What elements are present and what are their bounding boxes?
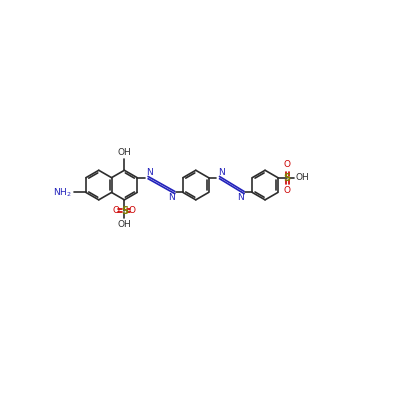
Text: O: O — [129, 206, 136, 216]
Text: N: N — [168, 193, 175, 202]
Text: OH: OH — [118, 148, 131, 157]
Text: N: N — [218, 168, 224, 177]
Text: N: N — [146, 168, 153, 177]
Text: S: S — [284, 173, 291, 183]
Text: S: S — [121, 206, 128, 216]
Text: OH: OH — [295, 173, 309, 182]
Text: O: O — [284, 160, 291, 169]
Text: NH$_2$: NH$_2$ — [54, 186, 72, 199]
Text: N: N — [237, 193, 244, 202]
Text: O: O — [284, 186, 291, 195]
Text: O: O — [113, 206, 120, 216]
Text: OH: OH — [118, 220, 131, 229]
